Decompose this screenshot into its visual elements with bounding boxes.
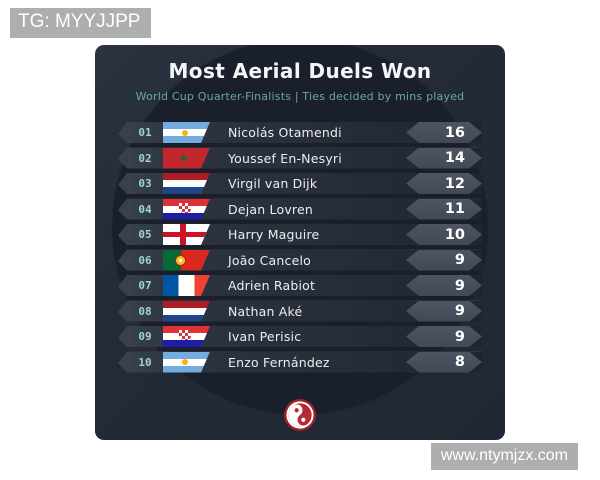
country-flag-icon xyxy=(163,173,210,194)
value-label: 11 xyxy=(444,201,465,217)
value-badge: 9 xyxy=(406,249,482,271)
country-flag-icon xyxy=(163,250,210,271)
value-badge: 9 xyxy=(406,275,482,296)
country-flag-icon xyxy=(163,224,210,245)
player-name: Nathan Aké xyxy=(228,303,303,319)
rank-label: 06 xyxy=(138,253,152,267)
yin-yang-logo-icon xyxy=(283,398,317,432)
table-row: 10 Enzo Fernández 8 xyxy=(118,351,482,373)
rank-label: 08 xyxy=(138,304,152,318)
rank-label: 02 xyxy=(138,151,152,165)
value-badge: 14 xyxy=(406,147,482,169)
player-name: Dejan Lovren xyxy=(228,201,314,217)
value-badge: 12 xyxy=(406,173,482,194)
watermark-top-left: TG: MYYJJPP xyxy=(10,8,152,38)
table-row: 07 Adrien Rabiot 9 xyxy=(118,275,482,296)
player-name: Enzo Fernández xyxy=(228,354,330,370)
rank-label: 10 xyxy=(138,355,152,369)
rank-label: 03 xyxy=(138,177,152,190)
ranking-list: 01 Nicolás Otamendi 16 02 Youssef En-Nes… xyxy=(118,122,482,377)
value-label: 9 xyxy=(454,252,465,268)
value-label: 9 xyxy=(454,328,465,345)
value-badge: 16 xyxy=(406,122,482,143)
rank-label: 01 xyxy=(138,126,152,139)
page-subtitle: World Cup Quarter-Finalists | Ties decid… xyxy=(135,90,465,103)
player-name: Virgil van Dijk xyxy=(228,176,318,191)
value-badge: 8 xyxy=(406,351,482,373)
value-badge: 9 xyxy=(406,300,482,322)
player-name: Youssef En-Nesyri xyxy=(228,150,342,166)
table-row: 02 Youssef En-Nesyri 14 xyxy=(118,147,482,169)
player-name: Nicolás Otamendi xyxy=(228,125,342,140)
page-title: Most Aerial Duels Won xyxy=(168,59,432,83)
player-name: Adrien Rabiot xyxy=(228,278,316,293)
value-label: 9 xyxy=(454,303,465,319)
table-row: 08 Nathan Aké 9 xyxy=(118,300,482,322)
country-flag-icon xyxy=(163,122,210,143)
table-row: 04 Dejan Lovren 11 xyxy=(118,198,482,220)
country-flag-icon xyxy=(163,326,210,347)
value-label: 16 xyxy=(444,124,465,141)
value-label: 14 xyxy=(444,150,465,166)
player-name: João Cancelo xyxy=(228,252,312,268)
country-flag-icon xyxy=(163,301,210,322)
value-label: 8 xyxy=(454,354,465,370)
stats-card: Most Aerial Duels Won World Cup Quarter-… xyxy=(95,45,505,440)
country-flag-icon xyxy=(163,148,210,169)
value-badge: 11 xyxy=(406,198,482,220)
watermark-bottom-right: www.ntymjzx.com xyxy=(430,443,578,470)
rank-label: 05 xyxy=(138,228,152,241)
player-name: Ivan Perisic xyxy=(228,329,302,344)
rank-label: 07 xyxy=(138,279,152,292)
table-row: 09 Ivan Perisic 9 xyxy=(118,326,482,347)
rank-label: 09 xyxy=(138,330,152,343)
table-row: 01 Nicolás Otamendi 16 xyxy=(118,122,482,143)
value-badge: 10 xyxy=(406,224,482,245)
rank-label: 04 xyxy=(138,202,152,216)
value-label: 9 xyxy=(454,277,465,294)
value-label: 10 xyxy=(444,226,465,243)
player-name: Harry Maguire xyxy=(228,227,320,242)
country-flag-icon xyxy=(163,352,210,373)
country-flag-icon xyxy=(163,199,210,220)
table-row: 06 João Cancelo 9 xyxy=(118,249,482,271)
value-badge: 9 xyxy=(406,326,482,347)
table-row: 05 Harry Maguire 10 xyxy=(118,224,482,245)
country-flag-icon xyxy=(163,275,210,296)
value-label: 12 xyxy=(444,175,465,192)
table-row: 03 Virgil van Dijk 12 xyxy=(118,173,482,194)
